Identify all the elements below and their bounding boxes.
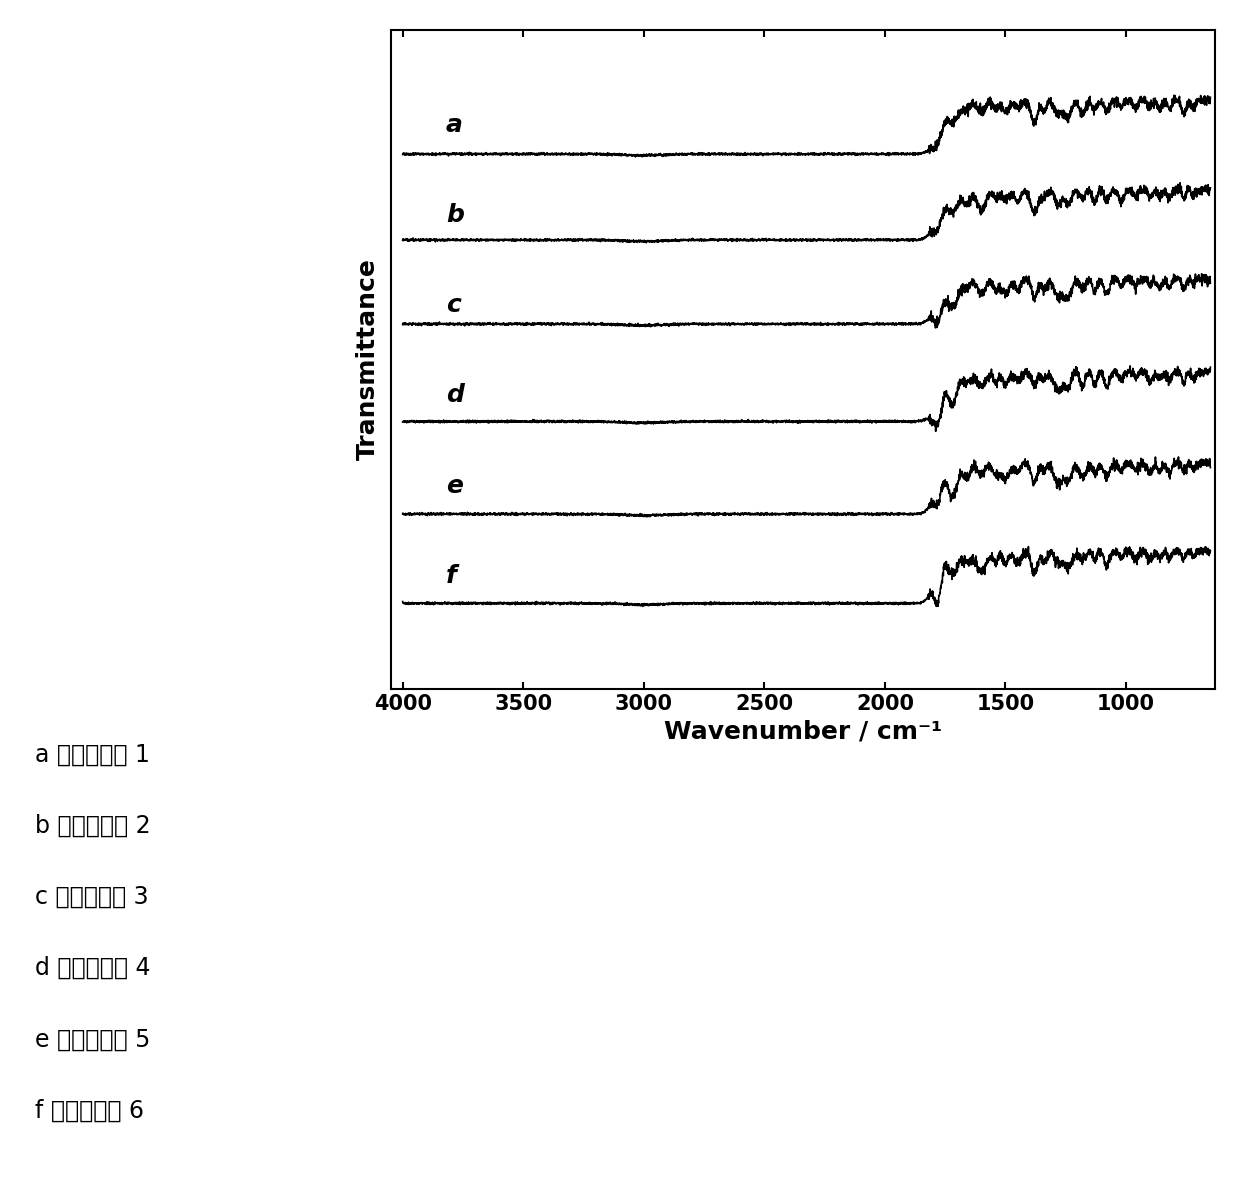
Text: d: d bbox=[446, 384, 464, 407]
Text: e: e bbox=[446, 474, 463, 498]
Text: a: a bbox=[446, 113, 463, 137]
Text: a 对应实施例 1: a 对应实施例 1 bbox=[35, 742, 150, 766]
Text: b 对应实施例 2: b 对应实施例 2 bbox=[35, 814, 150, 838]
Text: f: f bbox=[446, 564, 456, 588]
Text: e 对应实施例 5: e 对应实施例 5 bbox=[35, 1028, 150, 1051]
Text: f 对应实施例 6: f 对应实施例 6 bbox=[35, 1099, 144, 1123]
Y-axis label: Transmittance: Transmittance bbox=[356, 259, 379, 460]
Text: d 对应实施例 4: d 对应实施例 4 bbox=[35, 956, 150, 980]
X-axis label: Wavenumber / cm⁻¹: Wavenumber / cm⁻¹ bbox=[663, 720, 942, 744]
Text: b: b bbox=[446, 203, 464, 227]
Text: c 对应实施例 3: c 对应实施例 3 bbox=[35, 885, 149, 909]
Text: c: c bbox=[446, 293, 461, 317]
